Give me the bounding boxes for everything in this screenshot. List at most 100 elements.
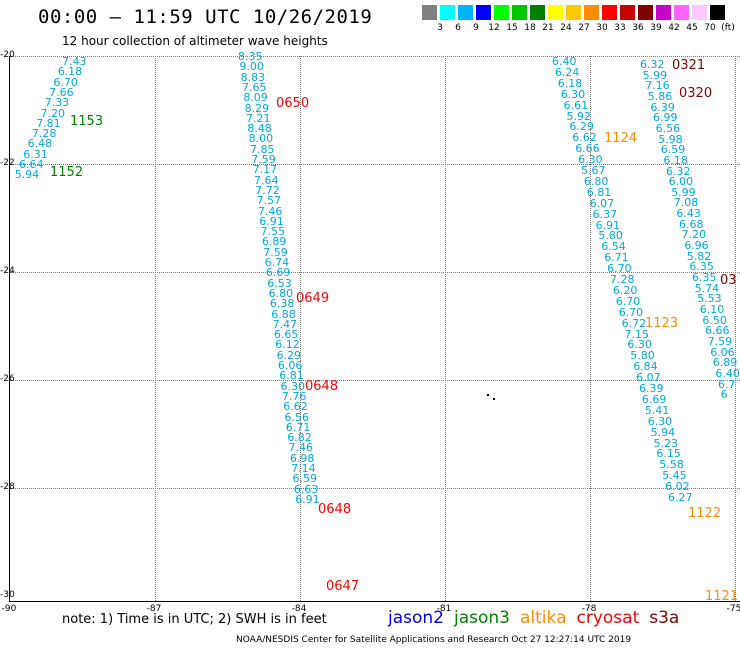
wave-height-value: 6.62: [572, 131, 597, 145]
legend-swatch: [494, 5, 509, 20]
grid-line-lon: [300, 56, 301, 601]
wave-height-value: 6.89: [712, 356, 738, 370]
legend-tick: 6: [455, 23, 461, 33]
legend-swatch: [548, 5, 563, 20]
wave-height-value: 6.02: [665, 480, 690, 494]
island-dot: [487, 394, 489, 396]
wave-height-value: 6.59: [660, 143, 686, 157]
wave-height-value: 6.10: [699, 302, 725, 316]
map-area: [9, 56, 740, 602]
lat-tick-label: -26: [0, 374, 15, 384]
wave-height-value: 6.81: [279, 369, 304, 383]
wave-height-value: 6.70: [607, 262, 632, 276]
legend-tick: 12: [488, 23, 500, 33]
lon-tick-label: -84: [291, 604, 307, 614]
pass-time-label: 1123: [645, 316, 679, 331]
grid-line-lon: [735, 56, 736, 601]
wave-height-value: 5.45: [662, 469, 687, 483]
wave-height-value: 6.70: [53, 75, 78, 89]
wave-height-value: 6.30: [627, 338, 652, 352]
pass-time-label: 1152: [50, 165, 84, 180]
wave-height-value: 8.83: [240, 70, 266, 84]
wave-height-value: 6.70: [615, 294, 641, 308]
wave-height-value: 5.23: [653, 436, 679, 450]
wave-height-value: 6.56: [284, 410, 310, 424]
wave-height-value: 6.53: [267, 276, 292, 290]
wave-height-value: 8.48: [247, 122, 272, 136]
wave-height-value: 6.15: [656, 447, 681, 461]
wave-height-value: 6.80: [583, 174, 609, 188]
wave-height-value: 6.43: [676, 207, 701, 221]
wave-height-value: 6.39: [639, 382, 664, 395]
wave-height-value: 6.71: [604, 251, 629, 265]
legend-swatch: [422, 5, 437, 20]
wave-height-value: 6.29: [276, 348, 302, 362]
wave-height-value: 7.33: [44, 96, 70, 110]
legend-swatch: [602, 5, 617, 20]
legend-tick: 36: [632, 23, 644, 33]
wave-height-value: 9.00: [239, 60, 264, 74]
wave-height-value: 6.50: [702, 313, 727, 327]
legend-tick: 30: [596, 23, 608, 33]
legend-tick: 45: [686, 23, 698, 33]
legend-swatch: [692, 5, 707, 20]
wave-height-value: 6.80: [268, 286, 294, 300]
wave-height-value: 6.91: [259, 214, 284, 228]
pass-time-label: 1153: [70, 114, 104, 129]
wave-height-value: 6.81: [586, 185, 612, 199]
wave-height-value: 7.46: [288, 441, 314, 455]
wave-height-value: 6.68: [679, 217, 704, 231]
map-title: 00:00 – 11:59 UTC 10/26/2019: [38, 6, 373, 28]
lat-tick-label: -20: [0, 50, 15, 60]
wave-height-value: 6.69: [265, 266, 291, 280]
legend-swatch: [674, 5, 689, 20]
wave-height-value: 6.30: [578, 153, 603, 167]
wave-height-value: 6.29: [569, 120, 594, 134]
wave-height-value: 5.80: [630, 349, 655, 363]
wave-height-value: 6.54: [601, 240, 626, 254]
wave-height-value: 5.86: [647, 89, 673, 103]
wave-height-value: 6.18: [663, 153, 688, 167]
wave-height-value: 6.18: [557, 76, 583, 90]
wave-height-value: 7.46: [257, 204, 283, 218]
wave-height-value: 6.06: [710, 345, 735, 359]
wave-height-value: 5.80: [598, 229, 623, 243]
wave-height-value: 6.88: [271, 307, 296, 321]
lon-tick-label: -87: [146, 604, 162, 614]
grid-line-lat: [10, 488, 740, 489]
legend-tick: 21: [542, 23, 554, 33]
wave-height-value: 7.64: [253, 173, 279, 187]
wave-height-value: 6.20: [612, 283, 638, 297]
legend-tick: 9: [473, 23, 479, 33]
wave-height-value: 6.59: [292, 472, 318, 486]
wave-height-value: 6.56: [655, 121, 681, 135]
wave-height-value: 6.06: [277, 359, 303, 372]
wave-height-value: 7.57: [256, 194, 282, 208]
wave-height-value: 6.64: [19, 158, 44, 171]
wave-height-value: 6.35: [689, 260, 714, 274]
pass-time-label: 1124: [604, 131, 638, 146]
wave-height-value: 8.35: [238, 50, 263, 63]
legend-swatch: [638, 5, 653, 20]
legend-swatch: [656, 5, 671, 20]
grid-line-lat: [10, 272, 740, 273]
legend-swatch: [620, 5, 635, 20]
satellite-legend: jason2 jason3 altika cryosat s3a: [388, 608, 689, 628]
wave-height-value: 7.28: [610, 273, 635, 286]
legend-swatch: [530, 5, 545, 20]
wave-height-value: 5.94: [650, 425, 676, 439]
wave-height-value: 7.20: [681, 228, 707, 242]
pass-time-label: 0647: [326, 579, 360, 594]
wave-height-value: 6.31: [23, 147, 48, 161]
legend-tick: 42: [668, 23, 680, 33]
wave-height-value: 5.41: [644, 403, 670, 417]
wave-height-value: 6.32: [640, 58, 665, 71]
pass-time-label: 0321: [672, 58, 706, 73]
wave-height-value: 6.32: [666, 164, 691, 178]
wave-height-value: 5.53: [697, 292, 722, 306]
wave-height-value: 8.00: [248, 132, 274, 146]
wave-height-value: 6.40: [715, 366, 740, 380]
wave-height-value: 6.18: [57, 65, 83, 79]
legend-tick: 33: [614, 23, 626, 33]
wave-height-value: 6.84: [633, 360, 658, 374]
